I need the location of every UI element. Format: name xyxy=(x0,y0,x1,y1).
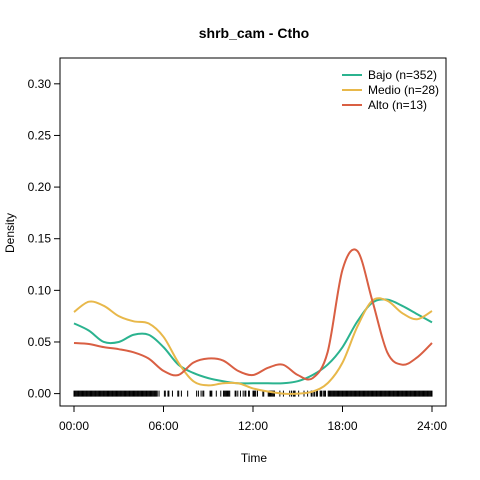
legend-label: Alto (n=13) xyxy=(368,98,427,112)
y-tick-label: 0.20 xyxy=(28,180,52,194)
legend-label: Medio (n=28) xyxy=(368,83,439,97)
y-axis-label: Density xyxy=(3,213,17,253)
y-tick-label: 0.10 xyxy=(28,283,52,297)
x-axis-label: Time xyxy=(241,451,268,465)
series-line-2 xyxy=(73,248,433,381)
x-tick-label: 12:00 xyxy=(238,419,268,433)
y-tick-label: 0.30 xyxy=(28,77,52,91)
legend-label: Bajo (n=352) xyxy=(368,68,437,82)
series-lines xyxy=(73,248,433,395)
legend: Bajo (n=352)Medio (n=28)Alto (n=13) xyxy=(342,68,439,112)
x-tick-label: 06:00 xyxy=(148,419,178,433)
y-tick-label: 0.00 xyxy=(28,387,52,401)
x-tick-label: 18:00 xyxy=(327,419,357,433)
x-tick-label: 24:00 xyxy=(417,419,447,433)
y-axis: 0.00 0.05 0.10 0.15 0.20 0.25 0.30 xyxy=(28,77,60,401)
chart-title: shrb_cam - Ctho xyxy=(199,25,309,41)
y-tick-label: 0.15 xyxy=(28,232,52,246)
x-tick-label: 00:00 xyxy=(59,419,89,433)
series-line-1 xyxy=(73,297,433,395)
y-tick-label: 0.05 xyxy=(28,335,52,349)
x-axis: 00:00 06:00 12:00 18:00 24:00 xyxy=(59,406,447,433)
series-line-0 xyxy=(73,298,433,385)
y-tick-label: 0.25 xyxy=(28,128,52,142)
rug-marks xyxy=(73,390,433,397)
